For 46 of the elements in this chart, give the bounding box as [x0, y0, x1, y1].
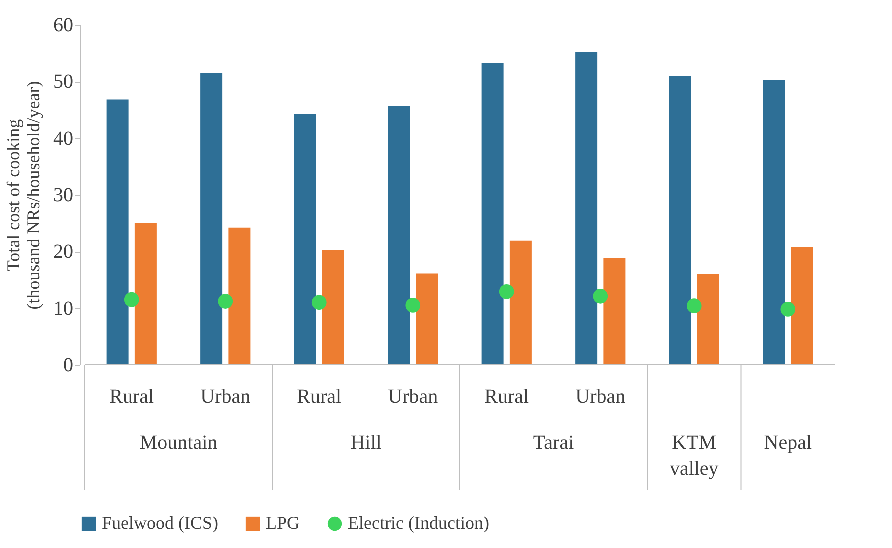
- bar: [763, 80, 786, 365]
- point: [218, 294, 234, 309]
- y-tick-label: 10: [54, 298, 74, 320]
- y-tick-label: 30: [54, 184, 74, 206]
- legend-label: Fuelwood (ICS): [102, 513, 219, 533]
- point: [406, 298, 421, 313]
- bar: [134, 223, 157, 365]
- y-tick-label: 40: [54, 128, 74, 150]
- x-tick-label: Urban: [576, 386, 626, 408]
- y-tick-label: 0: [64, 354, 74, 376]
- bar: [697, 274, 720, 365]
- text: Mountain: [140, 432, 218, 454]
- y-axis-title: Total cost of cooking (thousand NRs/household/year): [4, 81, 44, 310]
- point: [780, 302, 796, 317]
- y-tick-label: 60: [54, 14, 74, 36]
- bar: [228, 228, 251, 365]
- text: Tarai: [533, 432, 575, 454]
- y-tick-label: 50: [54, 71, 74, 94]
- bar: [294, 114, 316, 365]
- text: Hill: [350, 432, 382, 454]
- point: [686, 298, 702, 314]
- text: Nepal: [764, 432, 812, 454]
- point: [312, 295, 327, 310]
- bar: [200, 73, 223, 365]
- bar: [416, 274, 438, 365]
- bar: [604, 258, 626, 365]
- x-tick-label: Urban: [388, 386, 438, 408]
- legend-label: Electric (Induction): [348, 513, 490, 533]
- x-tick-label: Rural: [484, 386, 530, 408]
- text: KTM valley: [670, 432, 719, 480]
- bar: [106, 100, 129, 365]
- bar: [791, 247, 814, 365]
- x-tick-label: Rural: [297, 386, 342, 408]
- point: [593, 289, 608, 304]
- x-tick-label: Urban: [200, 386, 251, 408]
- point: [124, 292, 140, 308]
- bar: [482, 62, 504, 365]
- bar: [669, 76, 692, 365]
- bar: [322, 250, 344, 365]
- x-tick-label: Rural: [110, 386, 155, 408]
- bar: [388, 106, 410, 365]
- point: [499, 284, 514, 300]
- y-tick-label: 20: [54, 241, 74, 264]
- bar: [576, 52, 598, 365]
- legend-label: LPG: [266, 513, 300, 533]
- bar: [510, 240, 532, 365]
